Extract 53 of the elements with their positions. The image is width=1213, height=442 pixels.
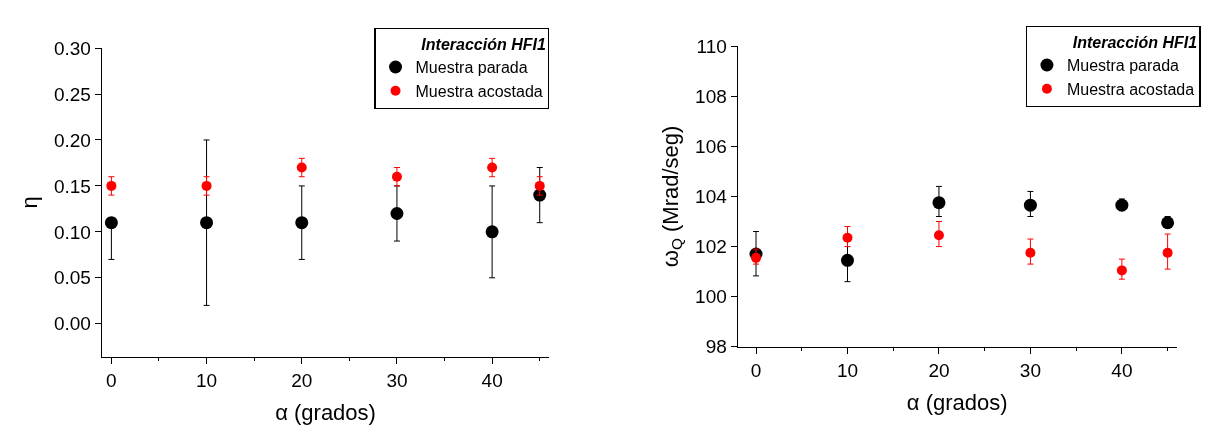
x-tick-label: 10 bbox=[195, 369, 218, 391]
y-tick-label: 106 bbox=[695, 135, 727, 157]
legend-label: Muestra acostada bbox=[415, 83, 543, 101]
x-tick-label: 30 bbox=[1019, 359, 1041, 381]
y-tick-label: 102 bbox=[695, 236, 727, 258]
x-tick-label: 30 bbox=[386, 369, 408, 391]
y-tick-label: 104 bbox=[695, 186, 728, 208]
y-tick-label: 0.20 bbox=[53, 129, 91, 151]
x-tick-label: 0 bbox=[750, 359, 762, 381]
y-tick-label: 0.30 bbox=[53, 37, 91, 59]
y-axis-title: η bbox=[16, 196, 42, 209]
point bbox=[391, 171, 402, 182]
point bbox=[933, 230, 944, 241]
y-tick-label: 108 bbox=[695, 85, 727, 107]
x-axis-title: α (grados) bbox=[275, 399, 376, 425]
point bbox=[485, 225, 499, 239]
y-tick-label: 0.00 bbox=[53, 313, 91, 335]
x-tick-label: 40 bbox=[481, 369, 503, 391]
point bbox=[104, 216, 118, 230]
point bbox=[487, 162, 498, 173]
point bbox=[751, 252, 762, 263]
x-axis-title: α (grados) bbox=[906, 389, 1008, 415]
legend-label: Muestra parada bbox=[415, 59, 528, 77]
legend-title: Interacción HFI1 bbox=[1072, 34, 1198, 52]
y-tick-label: 0.25 bbox=[53, 83, 91, 105]
point bbox=[106, 180, 117, 191]
point bbox=[842, 232, 853, 243]
point bbox=[534, 180, 545, 191]
point bbox=[1025, 247, 1036, 258]
x-tick-label: 20 bbox=[928, 359, 950, 381]
x-tick-label: 40 bbox=[1111, 359, 1133, 381]
y-tick-label: 0.05 bbox=[53, 267, 91, 289]
point bbox=[932, 196, 946, 210]
x-tick-label: 10 bbox=[836, 359, 859, 381]
y-tick-label: 100 bbox=[695, 286, 727, 308]
point bbox=[295, 216, 309, 230]
point bbox=[841, 253, 854, 267]
x-tick-label: 0 bbox=[106, 369, 117, 391]
point bbox=[201, 180, 212, 191]
legend-label: Muestra parada bbox=[1066, 57, 1180, 75]
point bbox=[1116, 265, 1127, 276]
y-tick-label: 98 bbox=[705, 336, 727, 358]
legend-label: Muestra acostada bbox=[1066, 81, 1195, 99]
y-tick-label: 0.10 bbox=[53, 221, 91, 243]
point bbox=[296, 162, 307, 173]
x-tick-label: 20 bbox=[291, 369, 313, 391]
legend-title: Interacción HFI1 bbox=[421, 36, 546, 54]
point bbox=[1162, 247, 1173, 258]
point bbox=[1023, 198, 1037, 212]
point bbox=[390, 206, 404, 220]
point bbox=[200, 216, 214, 230]
y-tick-label: 110 bbox=[696, 35, 727, 57]
y-tick-label: 0.15 bbox=[53, 175, 91, 197]
